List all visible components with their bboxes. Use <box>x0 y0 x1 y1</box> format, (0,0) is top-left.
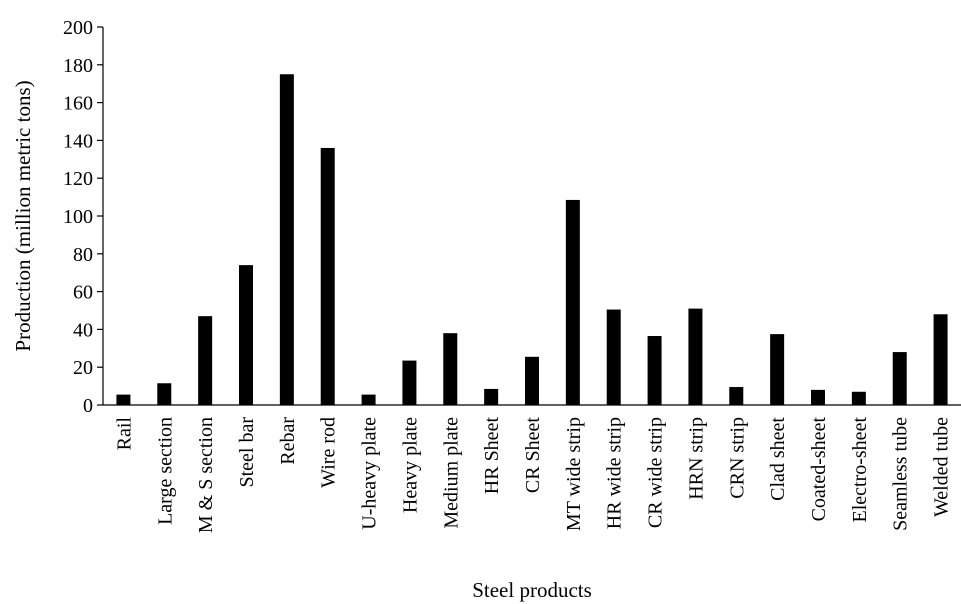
y-tick-label: 40 <box>73 319 93 341</box>
x-tick-label: Rebar <box>277 417 299 465</box>
bar <box>647 336 662 405</box>
bar <box>770 334 785 405</box>
bar <box>729 387 744 405</box>
x-tick-label: Steel bar <box>236 417 258 488</box>
x-tick-label: MT wide strip <box>563 417 585 531</box>
y-tick-label: 0 <box>83 395 93 417</box>
bar <box>484 388 499 405</box>
x-tick-label: Electro-sheet <box>849 417 871 523</box>
bar <box>565 199 580 405</box>
y-tick-label: 180 <box>63 55 93 77</box>
bar <box>402 360 417 405</box>
bar <box>116 394 131 405</box>
bar <box>811 389 825 405</box>
x-tick-label: Large section <box>154 417 176 525</box>
bar <box>157 383 172 405</box>
x-tick-label: CRN strip <box>726 417 748 499</box>
x-tick-label: Heavy plate <box>399 417 421 513</box>
bar <box>361 394 376 405</box>
x-tick-label: U-heavy plate <box>359 417 381 530</box>
bar <box>851 391 866 405</box>
x-tick-label: Medium plate <box>440 417 462 529</box>
x-tick-label: CR Sheet <box>522 417 544 494</box>
bar <box>688 308 703 405</box>
y-tick-label: 120 <box>63 168 93 190</box>
y-tick-label: 80 <box>73 244 93 266</box>
bar <box>933 314 948 405</box>
y-axis-title: Production (million metric tons) <box>11 80 35 351</box>
y-tick-label: 100 <box>63 206 93 228</box>
x-tick-label: HR Sheet <box>481 417 503 495</box>
bar <box>443 333 458 405</box>
bar <box>606 309 621 405</box>
x-axis-tick-labels: Rail Large section M & S section Steel bar R… <box>113 417 952 534</box>
y-tick-label: 60 <box>73 282 93 304</box>
x-tick-label: Coated-sheet <box>808 417 830 522</box>
y-tick-label: 160 <box>63 93 93 115</box>
y-tick-label: 140 <box>63 130 93 152</box>
x-tick-label: Welded tube <box>931 417 953 517</box>
bar <box>279 74 294 405</box>
x-tick-label: HRN strip <box>685 417 707 500</box>
y-tick-label: 200 <box>63 17 93 39</box>
bars <box>116 74 948 405</box>
x-tick-label: Wire rod <box>318 417 340 488</box>
x-tick-label: Seamless tube <box>890 417 912 531</box>
x-tick-label: CR wide strip <box>645 417 667 528</box>
y-axis-ticks: 0 20 40 60 80 100 120 140 160 180 200 <box>63 17 103 417</box>
x-tick-label: Clad sheet <box>767 417 789 501</box>
x-tick-label: HR wide strip <box>604 417 626 529</box>
bar <box>239 265 253 405</box>
bar <box>525 356 539 405</box>
bar <box>892 352 907 405</box>
x-tick-label: M & S section <box>195 417 217 533</box>
x-axis-title: Steel products <box>472 578 592 602</box>
bar <box>320 147 335 405</box>
x-tick-label: Rail <box>113 417 135 451</box>
y-tick-label: 20 <box>73 357 93 379</box>
bar <box>198 316 213 405</box>
